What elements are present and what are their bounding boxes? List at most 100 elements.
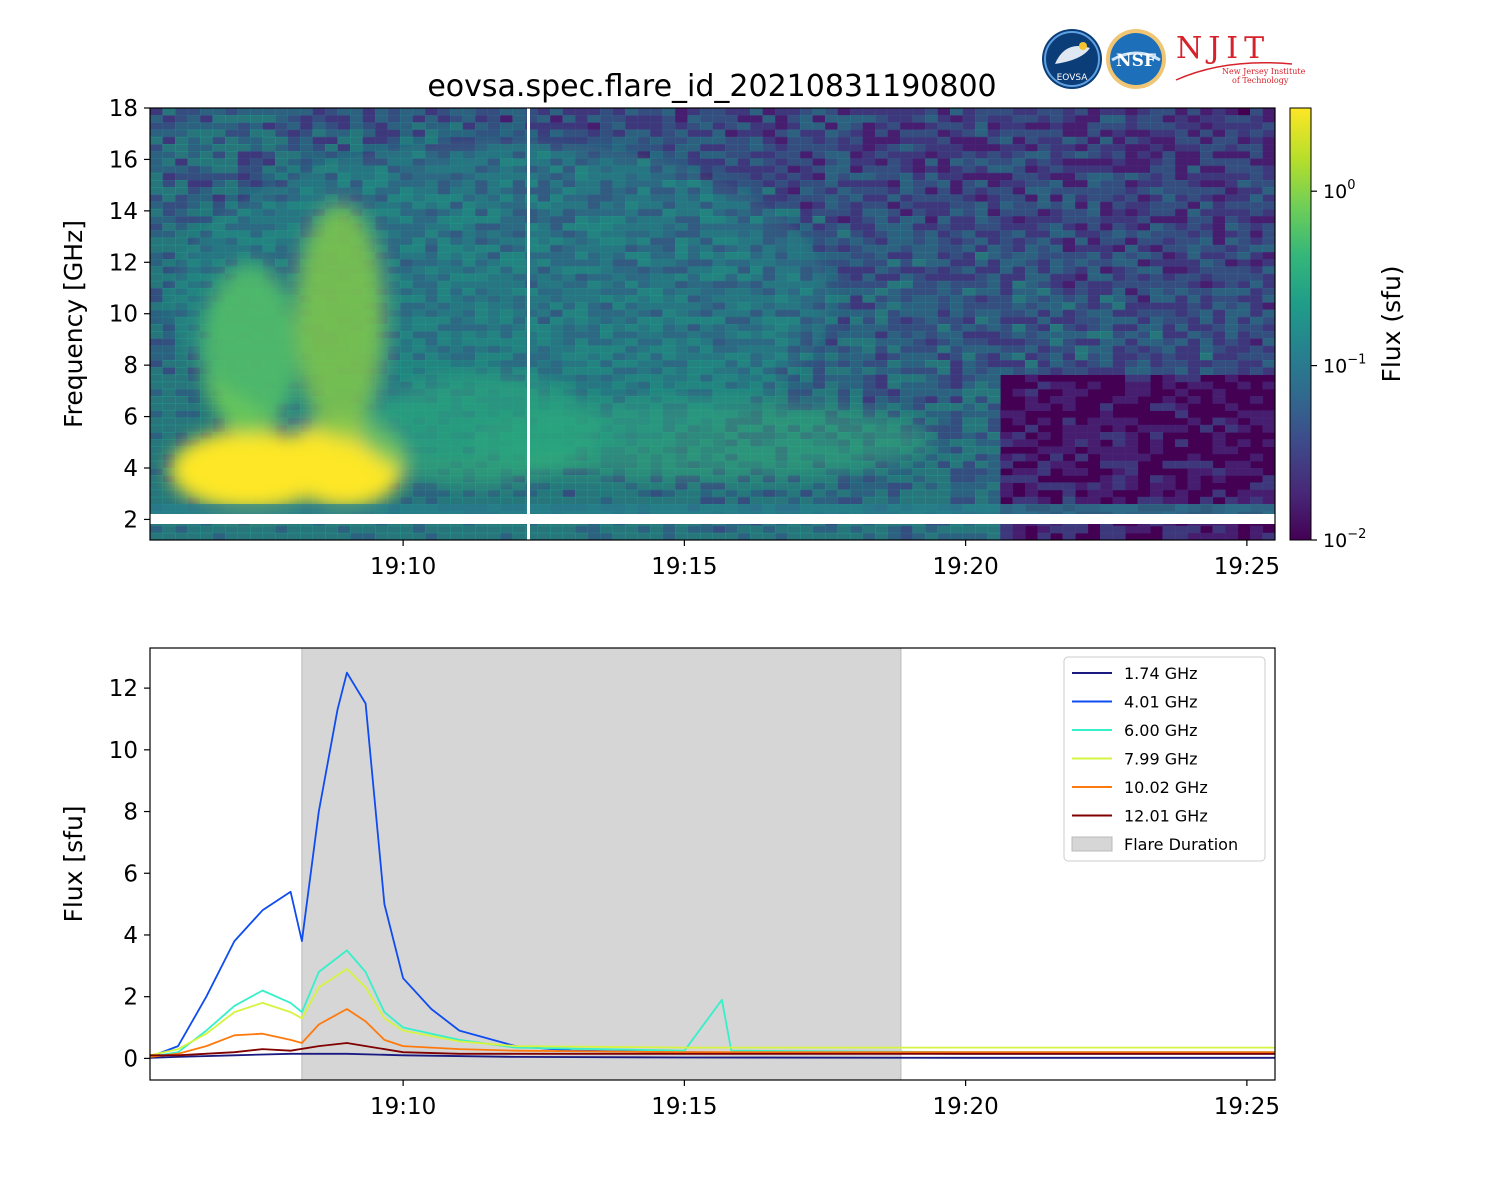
- heatmap-cell: [1087, 381, 1101, 390]
- heatmap-cell: [1262, 316, 1275, 325]
- heatmap-cell: [1200, 302, 1214, 311]
- heatmap-cell: [825, 244, 839, 253]
- heatmap-cell: [962, 374, 976, 383]
- heatmap-cell: [187, 374, 201, 383]
- heatmap-cell: [1237, 360, 1251, 368]
- heatmap-cell: [825, 158, 839, 167]
- heatmap-cell: [1212, 367, 1226, 375]
- heatmap-cell: [1175, 115, 1189, 123]
- heatmap-cell: [650, 144, 664, 152]
- heatmap-cell: [150, 244, 164, 253]
- heatmap-cell: [1225, 468, 1239, 476]
- heatmap-cell: [1000, 252, 1014, 260]
- heatmap-cell: [862, 259, 876, 267]
- heatmap-cell: [1037, 165, 1051, 174]
- heatmap-cell: [162, 165, 176, 174]
- heatmap-cell: [800, 172, 814, 181]
- heatmap-cell: [1237, 273, 1251, 282]
- heatmap-cell: [1112, 496, 1126, 505]
- heatmap-cell: [1175, 331, 1189, 339]
- heatmap-cell: [1062, 324, 1076, 332]
- heatmap-cell: [925, 273, 939, 282]
- heatmap-cell: [1125, 288, 1139, 296]
- heatmap-cell: [1225, 424, 1239, 433]
- heatmap-cell: [150, 403, 164, 411]
- heatmap-cell: [1137, 144, 1151, 152]
- heatmap-cell: [912, 259, 926, 267]
- heatmap-cell: [550, 129, 564, 138]
- heatmap-cell: [1025, 108, 1039, 116]
- heatmap-cell: [250, 115, 264, 123]
- heatmap-cell: [962, 489, 976, 498]
- heatmap-cell: [1062, 252, 1076, 260]
- heatmap-cell: [887, 144, 901, 152]
- heatmap-cell: [1000, 432, 1014, 440]
- heatmap-cell: [812, 367, 826, 375]
- heatmap-cell: [825, 295, 839, 303]
- heatmap-cell: [850, 360, 864, 368]
- heatmap-cell: [562, 482, 576, 491]
- heatmap-cell: [962, 165, 976, 174]
- heatmap-cell: [1262, 165, 1275, 174]
- heatmap-cell: [750, 475, 764, 483]
- heatmap-cell: [987, 273, 1001, 282]
- heatmap-cell: [1050, 446, 1064, 455]
- heatmap-cell: [712, 165, 726, 174]
- heatmap-cell: [862, 194, 876, 203]
- heatmap-cell: [875, 460, 889, 469]
- heatmap-cell: [1112, 460, 1126, 469]
- heatmap-cell: [1187, 115, 1201, 123]
- heatmap-cell: [1062, 244, 1076, 253]
- heatmap-cell: [287, 151, 301, 159]
- heatmap-cell: [1150, 446, 1164, 455]
- heatmap-cell: [812, 115, 826, 123]
- heatmap-cell: [950, 453, 964, 462]
- heatmap-cell: [975, 158, 989, 167]
- heatmap-cell: [862, 280, 876, 289]
- heatmap-cell: [1237, 324, 1251, 332]
- heatmap-cell: [1025, 403, 1039, 411]
- heatmap-cell: [350, 151, 364, 159]
- heatmap-cell: [625, 136, 639, 145]
- heatmap-cell: [1175, 151, 1189, 159]
- heatmap-cell: [1000, 216, 1014, 224]
- heatmap-cell: [1187, 237, 1201, 246]
- heatmap-cell: [812, 194, 826, 203]
- heatmap-cell: [975, 424, 989, 433]
- heatmap-cell: [1075, 439, 1089, 447]
- heatmap-cell: [1125, 345, 1139, 354]
- heatmap-cell: [1012, 331, 1026, 339]
- heatmap-cell: [787, 180, 801, 188]
- heatmap-cell: [862, 136, 876, 145]
- heatmap-cell: [962, 338, 976, 347]
- heatmap-cell: [1187, 208, 1201, 217]
- heatmap-cell: [1112, 180, 1126, 188]
- heatmap-cell: [1075, 360, 1089, 368]
- heatmap-cell: [1175, 122, 1189, 131]
- heatmap-cell: [1037, 158, 1051, 167]
- heatmap-cell: [787, 388, 801, 397]
- heatmap-cell: [1000, 244, 1014, 253]
- heatmap-cell: [900, 244, 914, 253]
- heatmap-cell: [1262, 259, 1275, 267]
- heatmap-cell: [1025, 129, 1039, 138]
- heatmap-cell: [650, 122, 664, 131]
- heatmap-cell: [1050, 244, 1064, 253]
- heatmap-cell: [1250, 345, 1264, 354]
- heatmap-cell: [837, 316, 851, 325]
- heatmap-cell: [1187, 129, 1201, 138]
- heatmap-cell: [975, 208, 989, 217]
- heatmap-cell: [1012, 122, 1026, 131]
- heatmap-cell: [950, 338, 964, 347]
- heatmap-cell: [1137, 180, 1151, 188]
- heatmap-cell: [987, 388, 1001, 397]
- heatmap-cell: [1100, 208, 1114, 217]
- heatmap-cell: [725, 165, 739, 174]
- heatmap-cell: [975, 122, 989, 131]
- njit-logo-text: NJIT: [1176, 31, 1270, 66]
- heatmap-cell: [412, 136, 426, 145]
- heatmap-cell: [687, 489, 701, 498]
- heatmap-cell: [1025, 144, 1039, 152]
- heatmap-cell: [825, 136, 839, 145]
- heatmap-cell: [1062, 439, 1076, 447]
